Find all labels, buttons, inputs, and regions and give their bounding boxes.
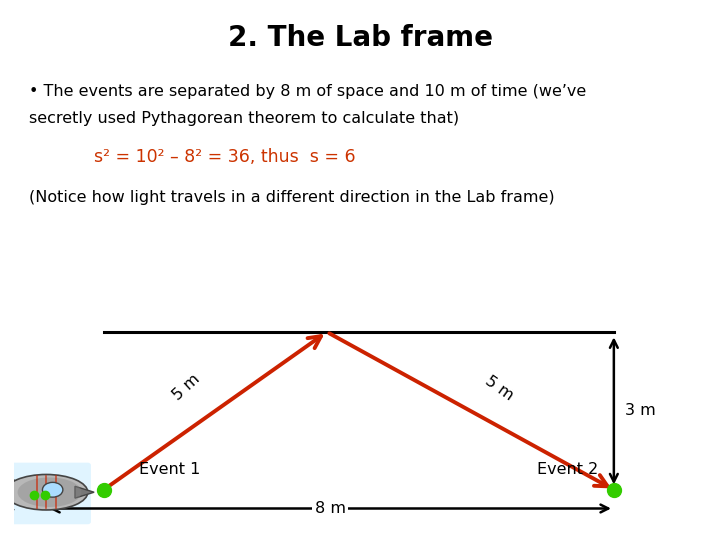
Text: 5 m: 5 m <box>482 373 516 403</box>
Text: Event 2: Event 2 <box>537 462 598 477</box>
Polygon shape <box>0 468 14 482</box>
Ellipse shape <box>42 482 63 497</box>
Polygon shape <box>0 509 14 526</box>
Text: s² = 10² – 8² = 36, thus  s = 6: s² = 10² – 8² = 36, thus s = 6 <box>94 148 355 166</box>
Text: • The events are separated by 8 m of space and 10 m of time (we’ve: • The events are separated by 8 m of spa… <box>29 84 586 99</box>
Text: 5 m: 5 m <box>170 372 203 403</box>
Text: secretly used Pythagorean theorem to calculate that): secretly used Pythagorean theorem to cal… <box>29 111 459 126</box>
Ellipse shape <box>5 475 88 510</box>
FancyBboxPatch shape <box>0 463 91 524</box>
Text: (Notice how light travels in a different direction in the Lab frame): (Notice how light travels in a different… <box>29 190 554 205</box>
Text: 8 m: 8 m <box>315 501 346 516</box>
Polygon shape <box>75 487 94 498</box>
Text: 3 m: 3 m <box>626 403 656 418</box>
Ellipse shape <box>17 477 81 507</box>
Text: 2. The Lab frame: 2. The Lab frame <box>228 24 492 52</box>
Text: Event 1: Event 1 <box>139 462 200 477</box>
